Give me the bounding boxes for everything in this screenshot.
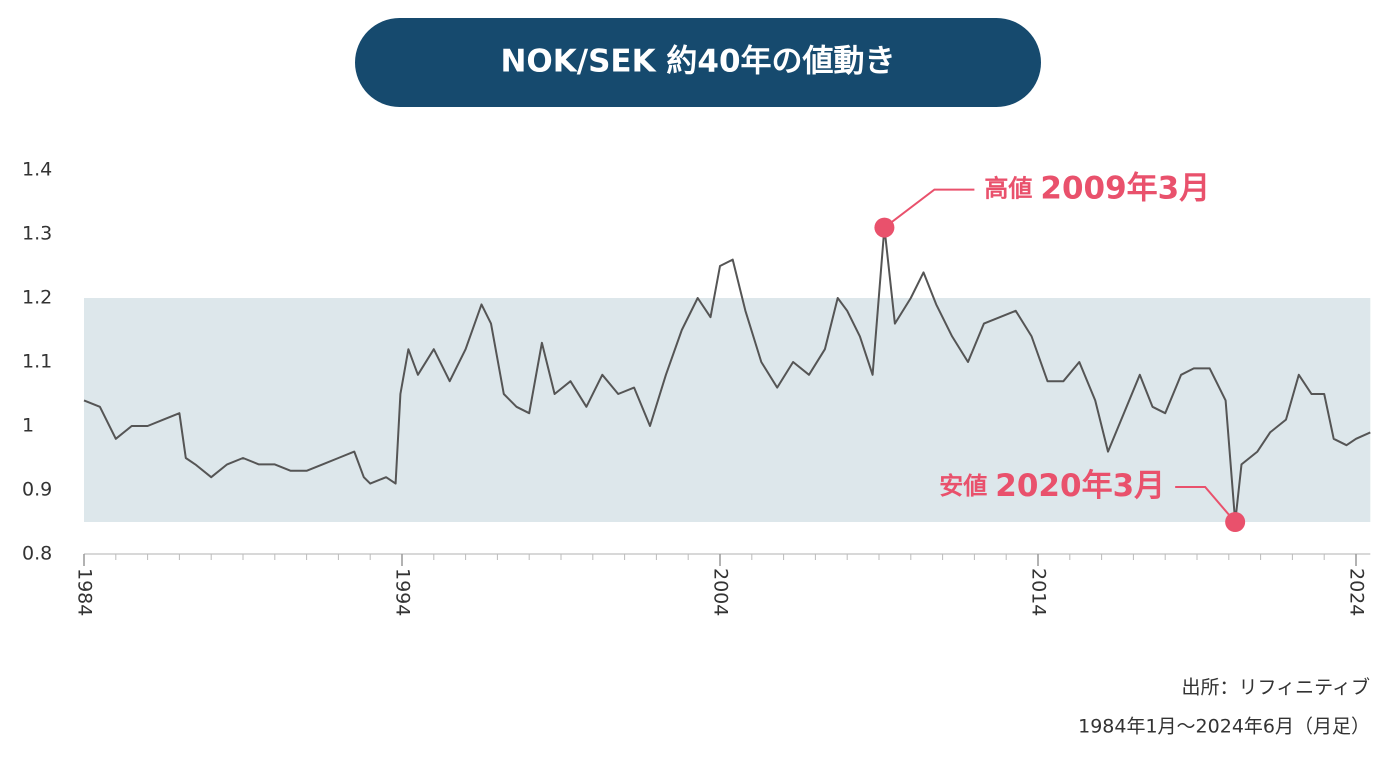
annotation: 安値 2020年3月 bbox=[939, 468, 1165, 504]
annotation-date: 2020年3月 bbox=[995, 468, 1165, 504]
annotation: 高値 2009年3月 bbox=[984, 170, 1210, 206]
annotation-date: 2009年3月 bbox=[1040, 170, 1210, 206]
price-line bbox=[83, 226, 1371, 523]
leader bbox=[883, 188, 975, 229]
y-tick-label: 1.2 bbox=[22, 287, 52, 309]
leader bbox=[1175, 486, 1236, 523]
y-tick-label: 1 bbox=[22, 415, 34, 437]
annotation-label: 安値 bbox=[939, 472, 987, 500]
x-tick-label: 2004 bbox=[710, 568, 732, 616]
source: 出所：リフィニティブ bbox=[1182, 676, 1370, 699]
x-tick-label: 1984 bbox=[74, 568, 96, 616]
x-tick-label: 2024 bbox=[1346, 568, 1368, 616]
y-tick-label: 1.1 bbox=[22, 351, 52, 373]
y-tick-label: 0.8 bbox=[22, 543, 52, 565]
y-tick-label: 1.3 bbox=[22, 223, 52, 245]
annotation-label: 高値 bbox=[984, 175, 1032, 203]
y-tick-label: 0.9 bbox=[22, 479, 52, 501]
period: 1984年1月～2024年6月（月足） bbox=[1078, 716, 1370, 738]
extreme-point bbox=[874, 217, 895, 238]
range-band bbox=[84, 298, 1371, 522]
x-tick-label: 1994 bbox=[392, 568, 414, 616]
title-pill bbox=[355, 18, 1041, 107]
chart-title: NOK/SEK 約40年の値動き bbox=[500, 44, 895, 80]
extreme-point bbox=[1225, 512, 1246, 532]
y-tick-label: 1.4 bbox=[22, 159, 52, 181]
x-tick-label: 2014 bbox=[1028, 568, 1050, 616]
